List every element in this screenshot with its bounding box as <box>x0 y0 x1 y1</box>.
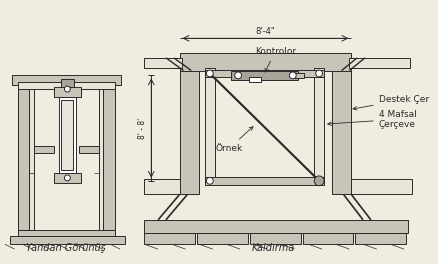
Bar <box>10 237 125 244</box>
Bar <box>205 69 324 77</box>
Text: 4 Mafsal
Çerçeve: 4 Mafsal Çerçeve <box>328 110 417 129</box>
Bar <box>145 233 195 244</box>
Bar <box>303 233 353 244</box>
Bar <box>18 230 115 237</box>
Bar <box>59 97 76 173</box>
Text: Yandan Görünüş: Yandan Görünüş <box>26 243 106 253</box>
Bar <box>29 85 34 230</box>
Bar <box>249 77 261 82</box>
Bar <box>54 173 81 183</box>
Bar <box>145 58 181 68</box>
Bar <box>61 100 73 170</box>
Text: Örnek: Örnek <box>216 127 253 153</box>
Circle shape <box>206 177 213 184</box>
Circle shape <box>314 176 324 186</box>
Bar <box>231 72 298 80</box>
Bar <box>145 179 180 195</box>
Bar <box>355 233 406 244</box>
Bar <box>79 146 99 153</box>
Circle shape <box>290 72 296 79</box>
Bar <box>205 68 215 183</box>
Bar <box>103 85 115 230</box>
Bar <box>250 233 300 244</box>
Bar <box>205 177 324 185</box>
Bar <box>314 68 324 183</box>
Bar <box>351 179 412 195</box>
Text: 8' - 8': 8' - 8' <box>138 117 147 139</box>
Bar <box>60 79 74 87</box>
Bar <box>350 58 410 68</box>
Circle shape <box>316 177 322 184</box>
Bar <box>197 233 248 244</box>
Circle shape <box>206 70 213 77</box>
Bar <box>18 85 29 230</box>
Bar <box>332 58 351 195</box>
Bar <box>12 76 121 85</box>
Bar <box>145 220 408 233</box>
Text: 8'-4": 8'-4" <box>256 27 275 36</box>
Text: Destek Çer: Destek Çer <box>353 95 429 110</box>
Circle shape <box>64 175 70 181</box>
Bar <box>180 58 199 195</box>
Bar <box>18 82 115 89</box>
Bar <box>180 53 351 70</box>
Circle shape <box>64 86 70 92</box>
Bar <box>295 73 304 78</box>
Circle shape <box>235 72 241 79</box>
Bar <box>34 146 54 153</box>
Bar <box>54 87 81 97</box>
Circle shape <box>316 70 322 77</box>
Bar <box>99 85 103 230</box>
Text: Kontrolor: Kontrolor <box>254 47 296 72</box>
Text: Kaldırma: Kaldırma <box>252 243 295 253</box>
